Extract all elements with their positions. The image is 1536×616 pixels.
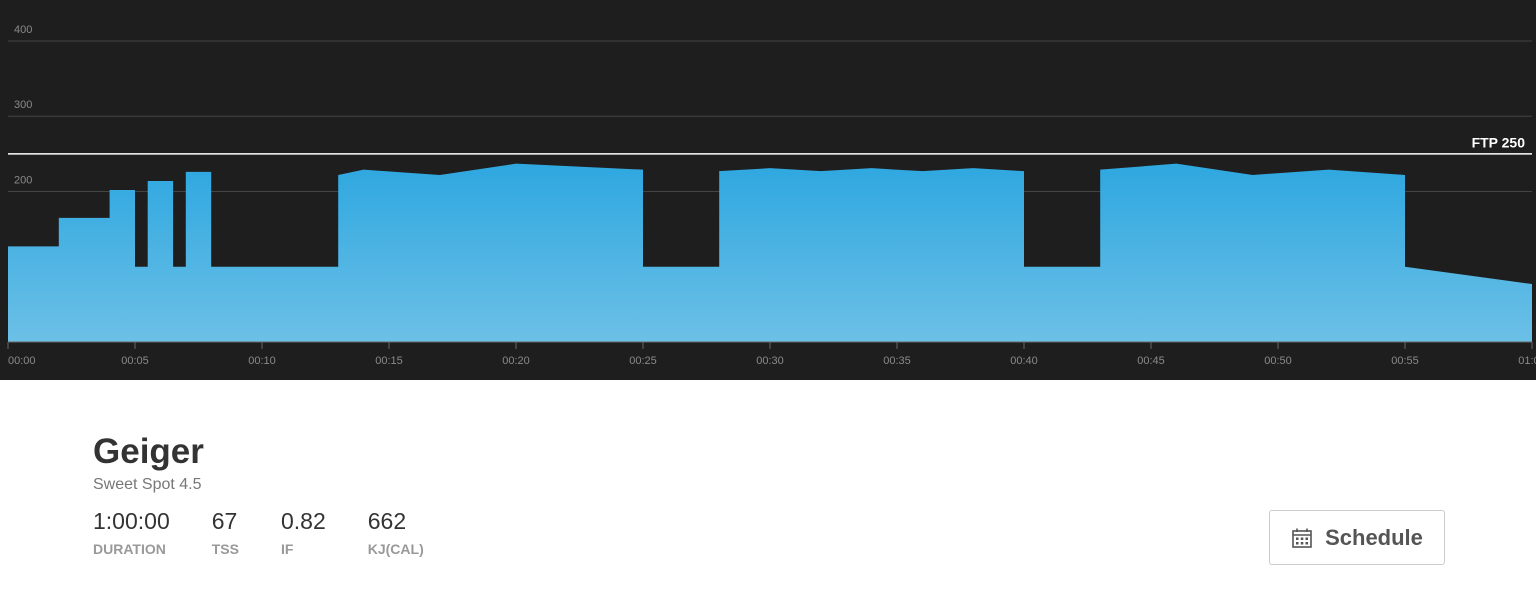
stats: 1:00:00 DURATION 67 TSS 0.82 IF 662 KJ(CAL) bbox=[93, 508, 466, 557]
y-tick-label: 300 bbox=[14, 99, 32, 111]
stat: 67 TSS bbox=[212, 508, 239, 557]
schedule-button[interactable]: Schedule bbox=[1269, 510, 1445, 565]
x-tick-label: 00:40 bbox=[1010, 355, 1038, 367]
stat-label: IF bbox=[280, 541, 294, 557]
stat-label: KJ(CAL) bbox=[367, 541, 424, 557]
y-tick-label: 200 bbox=[14, 174, 32, 186]
x-tick-label: 00:50 bbox=[1264, 355, 1292, 367]
stat: 1:00:00 DURATION bbox=[93, 508, 170, 557]
stat: 0.82 IF bbox=[281, 508, 326, 557]
x-tick-label: 00:45 bbox=[1137, 355, 1165, 367]
power-area bbox=[8, 163, 1532, 342]
x-tick-label: 00:20 bbox=[502, 355, 530, 367]
x-tick-label: 00:30 bbox=[756, 355, 784, 367]
stat: 662 KJ(CAL) bbox=[368, 508, 424, 557]
stat-label: DURATION bbox=[93, 541, 166, 557]
x-tick-label: 00:05 bbox=[121, 355, 149, 367]
stat-value: 67 bbox=[211, 508, 238, 534]
button-label[interactable]: Schedule bbox=[1325, 524, 1423, 550]
stat-label: TSS bbox=[211, 541, 239, 557]
workout-title: Geiger bbox=[93, 432, 204, 471]
x-tick-label: 01:00 bbox=[1518, 355, 1536, 367]
stat-value: 1:00:00 bbox=[93, 508, 170, 534]
x-tick-label: 00:00 bbox=[8, 355, 36, 367]
stat-value: 0.82 bbox=[280, 508, 326, 534]
x-tick-label: 00:35 bbox=[883, 355, 911, 367]
calendar-icon bbox=[1292, 528, 1312, 548]
y-tick-label: 400 bbox=[14, 24, 32, 36]
workout-chart: 200 300 400 00:00 00:05 00:10 00:15 00:20 00:25 0… bbox=[0, 0, 1536, 380]
stat-value: 662 bbox=[367, 508, 407, 534]
ftp-label: FTP 250 bbox=[1472, 135, 1526, 151]
workout-subtitle: Sweet Spot 4.5 bbox=[93, 476, 202, 493]
x-tick-label: 00:25 bbox=[629, 355, 657, 367]
workout-info: Geiger Sweet Spot 4.5 1:00:00 DURATION 67 T… bbox=[93, 432, 466, 557]
x-tick-label: 00:15 bbox=[375, 355, 403, 367]
x-tick-label: 00:55 bbox=[1391, 355, 1419, 367]
x-tick-label: 00:10 bbox=[248, 355, 276, 367]
